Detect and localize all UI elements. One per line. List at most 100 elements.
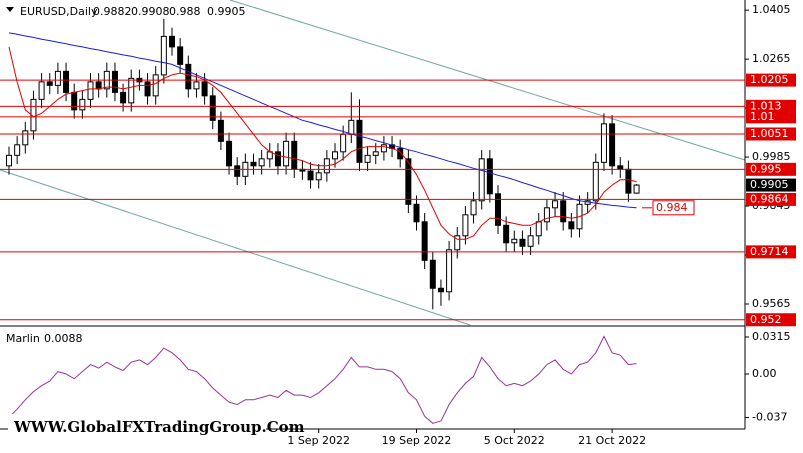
y-tick-label: 1.0405 [752, 3, 791, 16]
level-label-box [746, 313, 796, 327]
candle-body [128, 77, 135, 104]
level-label: 1.013 [750, 99, 782, 112]
y-tick-label: -0.037 [752, 410, 787, 423]
candle-body [250, 161, 257, 167]
candle-body [315, 172, 322, 181]
candle-body [552, 200, 559, 209]
candle-body [397, 147, 404, 160]
level-label-box [746, 110, 796, 124]
candle-body [144, 81, 151, 97]
candle-body [283, 140, 290, 167]
candle-body [79, 98, 86, 111]
x-tick-label: 21 Oct 2022 [578, 434, 646, 447]
candle-body [340, 133, 347, 153]
candle-body [6, 154, 12, 167]
candle-body [511, 238, 518, 244]
candle-body [592, 161, 599, 202]
candle-body [46, 81, 53, 86]
header-close: 0.9905 [207, 5, 246, 18]
y-tick-label: 0.00 [752, 367, 777, 380]
current-price-box [746, 178, 796, 192]
candle-body [372, 151, 379, 156]
candle-body [291, 140, 298, 170]
candle-body [454, 235, 461, 251]
candle-body [217, 119, 224, 142]
candle-body [63, 70, 70, 93]
candle-body [617, 165, 624, 170]
candle-body [307, 170, 314, 181]
candle-body [177, 46, 184, 65]
level-label-box [746, 192, 796, 206]
candle-body [111, 70, 118, 93]
candle-body [503, 224, 510, 244]
candle-body [71, 91, 78, 111]
candle-body [185, 63, 192, 90]
level-label: 0.9714 [750, 245, 789, 258]
level-label: 1.0051 [750, 127, 789, 140]
candle-body [560, 200, 567, 223]
x-tick-label: 5 Oct 2022 [484, 434, 545, 447]
candle-body [519, 238, 526, 247]
candle-body [152, 74, 159, 97]
candle-body [356, 119, 363, 163]
candle-body [193, 81, 200, 90]
candle-body [486, 158, 493, 195]
candle-body [14, 144, 21, 156]
indicator-value: 0.0088 [44, 332, 83, 345]
candle-body [22, 130, 29, 146]
candle-body [470, 200, 477, 216]
level-label: 1.01 [750, 110, 775, 123]
indicator-title: Marlin [6, 332, 40, 345]
candle-body [87, 81, 94, 100]
level-label-box [746, 99, 796, 113]
candle-body [332, 151, 338, 160]
candle-body [609, 123, 616, 167]
indicator-line [8, 32, 637, 209]
candle-body [364, 154, 371, 163]
ma-label-box [652, 200, 695, 216]
level-label-box [746, 73, 796, 87]
candle-body [95, 81, 102, 90]
candle-body [495, 193, 501, 226]
ma-label: 0.984 [656, 201, 688, 214]
level-label: 0.952 [750, 313, 782, 326]
candle-body [543, 207, 550, 223]
candle-body [421, 221, 428, 261]
candle-body [625, 168, 632, 194]
y-tick-label: 1.0265 [752, 52, 791, 65]
header-low: 0.988 [169, 5, 201, 18]
indicator-line [8, 46, 637, 240]
candle-body [258, 158, 265, 167]
candle-body [633, 184, 640, 194]
level-label: 0.995 [750, 162, 782, 175]
candle-body [209, 95, 216, 121]
y-tick-label: 0.0315 [752, 330, 791, 343]
candle-body [274, 151, 281, 167]
level-label: 1.0205 [750, 73, 789, 86]
watermark-box [8, 414, 266, 440]
symbol-title: EURUSD,Daily [20, 5, 98, 18]
level-label: 0.9864 [750, 192, 789, 205]
candle-body [446, 249, 453, 293]
current-price-label: 0.9905 [750, 178, 789, 191]
candle-body [160, 35, 167, 76]
level-label-box [746, 162, 796, 176]
menu-marker [6, 7, 14, 12]
header-open: 0.9882 [93, 5, 132, 18]
candle-body [405, 158, 412, 205]
channel-line [0, 169, 471, 326]
candle-body [234, 165, 241, 177]
watermark: WWW.GlobalFXTradingGroup.Com [13, 418, 305, 436]
candle-body [226, 140, 233, 167]
y-tick-label: 0.9565 [752, 297, 791, 310]
candle-body [478, 158, 485, 202]
candle-body [535, 221, 542, 237]
y-tick-label: 0.9985 [752, 150, 791, 163]
candle-body [120, 91, 127, 104]
candle-body [348, 119, 355, 135]
candle-body [568, 221, 575, 230]
candle-body [54, 70, 61, 86]
level-label-box [746, 245, 796, 259]
